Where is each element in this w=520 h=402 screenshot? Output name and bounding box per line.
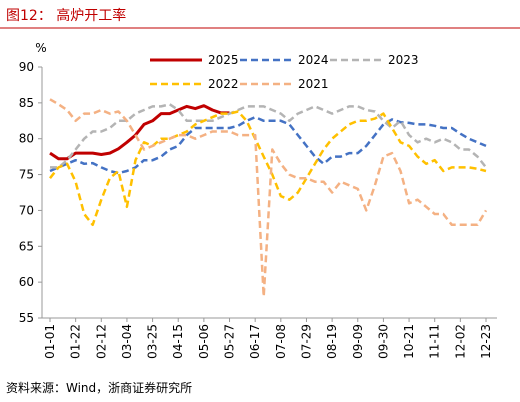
x-tick-label: 02-12 bbox=[94, 324, 108, 359]
x-tick-label: 07-29 bbox=[299, 324, 313, 359]
x-tick-label: 12-23 bbox=[479, 324, 493, 359]
series-line bbox=[49, 110, 487, 227]
legend-label: 2024 bbox=[298, 53, 329, 67]
y-tick-label: 75 bbox=[19, 168, 34, 182]
x-tick-label: 06-17 bbox=[248, 324, 262, 359]
series-line bbox=[49, 104, 230, 161]
legend-label: 2025 bbox=[208, 53, 239, 67]
legend-label: 2023 bbox=[388, 53, 419, 67]
y-tick-label: 85 bbox=[19, 96, 34, 110]
y-tick-label: 55 bbox=[19, 311, 34, 325]
legend-label: 2022 bbox=[208, 77, 239, 91]
x-tick-label: 03-25 bbox=[146, 324, 160, 359]
x-tick-label: 01-01 bbox=[43, 324, 57, 359]
x-tick-label: 08-19 bbox=[325, 324, 339, 359]
x-tick-label: 10-21 bbox=[402, 324, 416, 359]
x-tick-label: 01-22 bbox=[69, 324, 83, 359]
y-unit: % bbox=[35, 41, 46, 55]
chart-title: 图12： 高炉开工率 bbox=[6, 7, 126, 24]
source: 资料来源：Wind，浙商证券研究所 bbox=[6, 380, 192, 395]
legend-label: 2021 bbox=[298, 77, 329, 91]
x-tick-label: 05-06 bbox=[197, 324, 211, 359]
y-tick-label: 90 bbox=[19, 60, 34, 74]
series-line bbox=[49, 115, 487, 175]
y-tick-label: 60 bbox=[19, 275, 34, 289]
y-tick-label: 65 bbox=[19, 239, 34, 253]
x-tick-label: 07-08 bbox=[274, 324, 288, 359]
x-tick-label: 11-11 bbox=[428, 324, 442, 359]
x-tick-label: 12-02 bbox=[453, 324, 467, 359]
x-tick-label: 09-09 bbox=[351, 324, 365, 359]
x-tick-label: 05-27 bbox=[223, 324, 237, 359]
series-line bbox=[50, 103, 487, 169]
x-tick-label: 04-15 bbox=[171, 324, 185, 359]
x-tick-label: 09-30 bbox=[376, 324, 390, 359]
series-line bbox=[49, 98, 488, 298]
y-tick-label: 80 bbox=[19, 132, 34, 146]
x-tick-label: 03-04 bbox=[120, 324, 134, 359]
y-tick-label: 70 bbox=[19, 203, 34, 217]
